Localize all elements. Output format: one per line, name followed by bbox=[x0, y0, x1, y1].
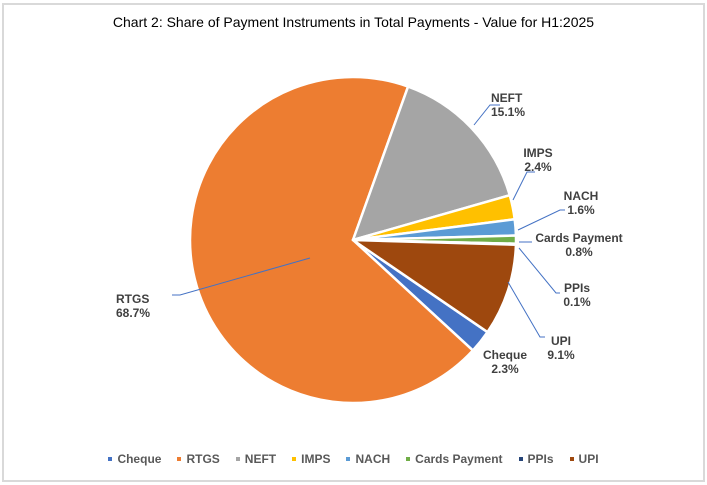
data-labels: NEFT 15.1% IMPS 2.4% NACH 1.6% Cards Pay… bbox=[116, 91, 623, 376]
pie-slices bbox=[188, 75, 518, 405]
label-cards-value: 0.8% bbox=[565, 245, 593, 259]
label-nach-name: NACH bbox=[564, 189, 599, 203]
legend-item-upi[interactable]: UPI bbox=[569, 452, 599, 466]
label-imps-value: 2.4% bbox=[524, 160, 552, 174]
legend-item-neft[interactable]: NEFT bbox=[235, 452, 276, 466]
label-cards-name: Cards Payment bbox=[535, 231, 622, 245]
label-upi-value: 9.1% bbox=[547, 348, 575, 362]
label-ppis-value: 0.1% bbox=[563, 295, 591, 309]
chart-title: Chart 2: Share of Payment Instruments in… bbox=[112, 14, 595, 30]
pie-slice-upi[interactable] bbox=[351, 238, 518, 334]
legend-swatch bbox=[406, 457, 411, 461]
legend-item-imps[interactable]: IMPS bbox=[292, 452, 330, 466]
label-rtgs-value: 68.7% bbox=[116, 306, 150, 320]
label-cheque-value: 2.3% bbox=[491, 362, 519, 376]
label-imps-name: IMPS bbox=[523, 146, 552, 160]
legend-swatch bbox=[518, 457, 523, 461]
label-ppis-name: PPIs bbox=[564, 281, 590, 295]
chart-legend: Cheque RTGS NEFT IMPS NACH Cards Payment… bbox=[0, 452, 707, 466]
label-rtgs-name: RTGS bbox=[116, 292, 149, 306]
label-neft-name: NEFT bbox=[491, 91, 523, 105]
label-neft-value: 15.1% bbox=[491, 105, 525, 119]
legend-item-rtgs[interactable]: RTGS bbox=[177, 452, 220, 466]
legend-swatch bbox=[346, 457, 351, 461]
legend-swatch bbox=[569, 457, 574, 461]
legend-swatch bbox=[292, 457, 297, 461]
legend-swatch bbox=[235, 457, 240, 461]
pie-slice-neft[interactable] bbox=[351, 85, 511, 242]
leader-lines bbox=[172, 104, 565, 338]
label-upi-name: UPI bbox=[551, 334, 571, 348]
legend-item-cards-payment[interactable]: Cards Payment bbox=[406, 452, 503, 466]
label-cheque-name: Cheque bbox=[483, 348, 527, 362]
legend-item-nach[interactable]: NACH bbox=[346, 452, 390, 466]
pie-slice-rtgs[interactable] bbox=[188, 75, 475, 405]
legend-swatch bbox=[177, 457, 182, 461]
legend-item-ppis[interactable]: PPIs bbox=[518, 452, 554, 466]
label-nach-value: 1.6% bbox=[567, 203, 595, 217]
legend-item-cheque[interactable]: Cheque bbox=[108, 452, 161, 466]
legend-swatch bbox=[108, 457, 113, 461]
